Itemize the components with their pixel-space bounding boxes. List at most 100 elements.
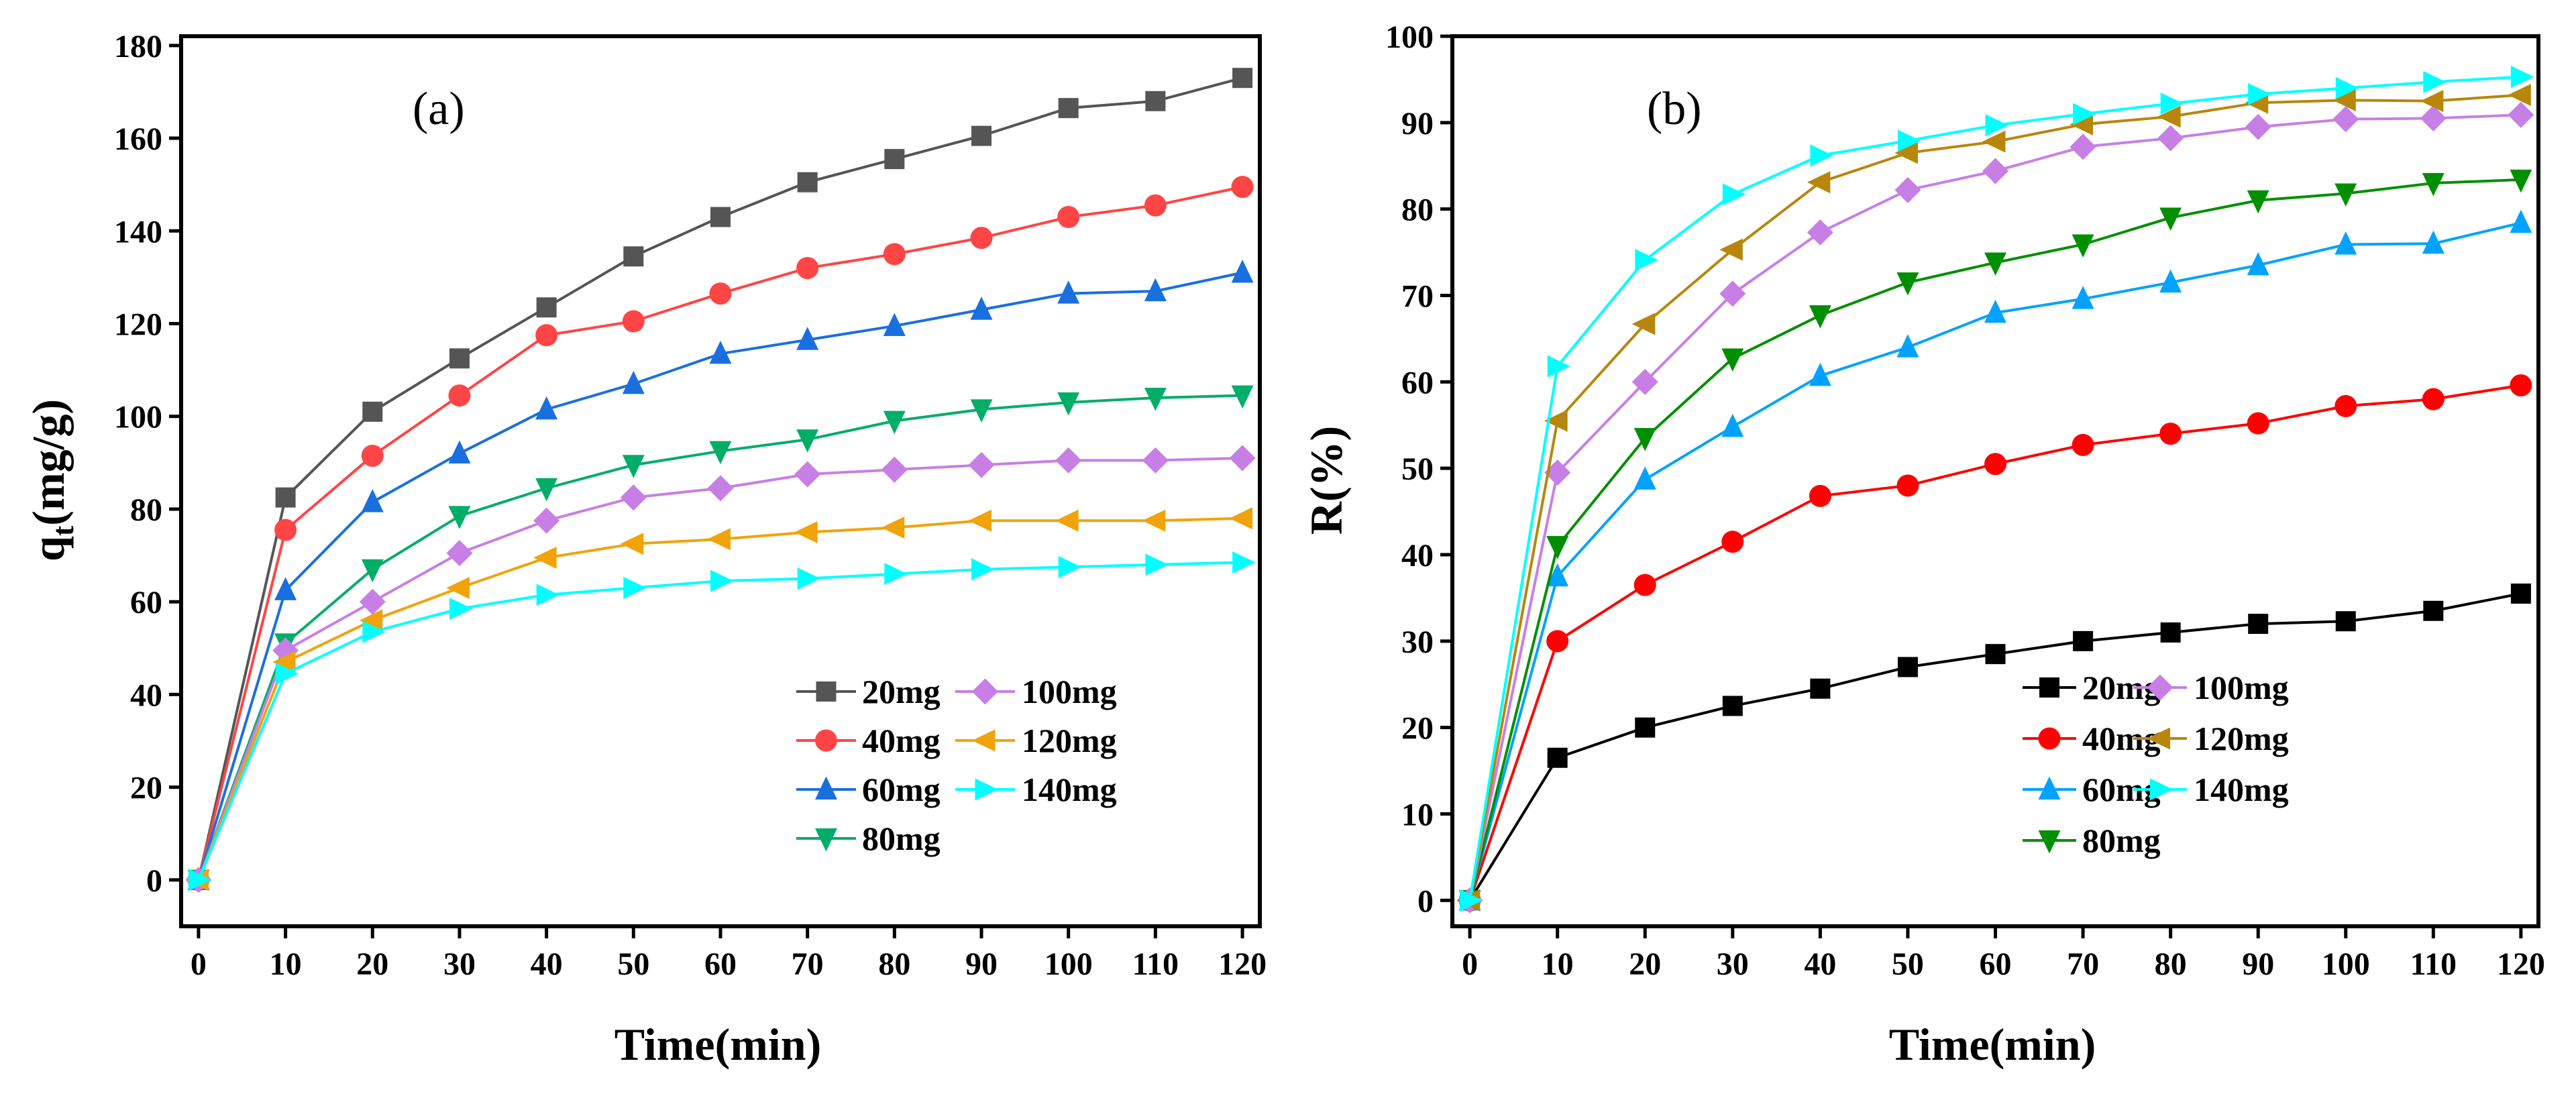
marker-diamond — [1719, 280, 1746, 307]
marker-triangle-right — [275, 662, 299, 685]
panel-b: (b) Time(min) R(%) 0 10 20 30 40 50 60 70 80 90 10… — [1301, 19, 2545, 1070]
marker-triangle-up — [815, 776, 837, 800]
marker-triangle-left — [794, 521, 818, 544]
marker-circle — [815, 729, 837, 752]
marker-circle — [1057, 206, 1080, 229]
marker-triangle-left — [2420, 90, 2444, 113]
marker-triangle-down — [2072, 234, 2094, 258]
marker-circle — [2422, 388, 2445, 410]
legend-label: 120mg — [2194, 720, 2289, 757]
marker-circle — [1809, 484, 1831, 507]
panel-title: (b) — [1647, 83, 1702, 135]
marker-triangle-down — [2159, 207, 2182, 231]
y-tick-label: 30 — [1401, 624, 1434, 660]
marker-square — [2248, 614, 2269, 635]
marker-square — [2335, 611, 2356, 632]
marker-diamond — [1544, 459, 1571, 486]
legend-label: 140mg — [1022, 771, 1117, 808]
y-tick-label: 60 — [130, 585, 162, 620]
marker-triangle-down — [1633, 428, 1656, 451]
x-tick-label: 100 — [1044, 946, 1093, 982]
y-tick-label: 50 — [1401, 451, 1434, 487]
x-tick-label: 90 — [2242, 946, 2274, 982]
marker-triangle-left — [446, 576, 470, 599]
marker-triangle-down — [970, 399, 993, 423]
y-tick-label: 100 — [1385, 19, 1434, 55]
marker-diamond — [533, 507, 560, 534]
marker-diamond — [707, 475, 734, 502]
marker-square — [2510, 583, 2531, 604]
marker-circle — [2072, 433, 2094, 456]
marker-circle — [796, 257, 819, 280]
marker-triangle-up — [970, 296, 993, 320]
marker-triangle-left — [2332, 89, 2356, 111]
marker-triangle-right — [1810, 144, 1833, 167]
series-120mg — [185, 507, 1253, 891]
legend-item: 80mg — [796, 820, 941, 857]
x-tick-label: 70 — [792, 946, 824, 982]
series-line — [1468, 75, 2522, 901]
x-tick-label: 70 — [2067, 946, 2099, 982]
series-line — [1468, 178, 2521, 901]
legend-label: 80mg — [2082, 822, 2161, 859]
marker-triangle-up — [796, 327, 819, 350]
y-tick-label: 90 — [1401, 106, 1434, 142]
marker-circle — [2334, 394, 2357, 417]
marker-triangle-up — [1057, 280, 1080, 304]
marker-square — [536, 297, 557, 318]
marker-circle — [2247, 412, 2269, 435]
legend-label: 120mg — [1022, 722, 1117, 759]
marker-triangle-up — [2159, 269, 2182, 293]
marker-square — [1635, 717, 1656, 738]
marker-square — [1232, 68, 1253, 89]
marker-triangle-up — [883, 313, 906, 336]
x-axis-label: Time(min) — [614, 1019, 822, 1070]
marker-triangle-down — [815, 828, 837, 852]
marker-diamond — [620, 484, 647, 511]
y-tick-label: 70 — [1401, 279, 1434, 315]
marker-circle — [1144, 194, 1167, 217]
marker-triangle-up — [361, 489, 384, 512]
x-axis-label: Time(min) — [1889, 1019, 2096, 1070]
marker-triangle-left — [533, 547, 557, 569]
marker-square — [1897, 657, 1918, 677]
x-tick-label: 110 — [2410, 946, 2457, 982]
marker-triangle-right — [536, 584, 560, 606]
marker-triangle-up — [2510, 209, 2532, 233]
marker-triangle-down — [1144, 388, 1167, 411]
marker-square — [710, 207, 731, 227]
marker-diamond — [968, 451, 995, 478]
marker-triangle-down — [2247, 190, 2269, 214]
x-tick-label: 50 — [617, 946, 649, 982]
series-100mg — [1456, 101, 2534, 914]
marker-triangle-up — [2038, 776, 2061, 800]
marker-circle — [1984, 453, 2006, 476]
legend-item: 20mg — [796, 673, 941, 710]
marker-triangle-up — [535, 396, 558, 420]
marker-circle — [622, 310, 645, 333]
x-tick-label: 20 — [1629, 946, 1661, 982]
marker-triangle-left — [968, 509, 992, 532]
marker-triangle-up — [709, 340, 732, 364]
marker-triangle-down — [448, 506, 471, 529]
marker-triangle-right — [2335, 76, 2359, 99]
marker-triangle-down — [883, 410, 906, 435]
marker-triangle-up — [2422, 230, 2445, 254]
legend-item: 40mg — [796, 722, 941, 759]
legend-item: 100mg — [955, 673, 1117, 710]
marker-triangle-right — [710, 569, 734, 592]
series-20mg — [1460, 583, 2531, 911]
marker-triangle-down — [2510, 169, 2532, 193]
y-axis-label: R(%) — [1301, 426, 1352, 535]
marker-triangle-right — [362, 620, 386, 643]
y-tick-label: 40 — [130, 677, 162, 713]
marker-triangle-down — [2334, 183, 2357, 207]
marker-triangle-down — [2422, 173, 2445, 197]
legend-label: 20mg — [862, 673, 941, 710]
x-tick-label: 20 — [356, 946, 388, 982]
marker-triangle-right — [1145, 553, 1169, 576]
y-axis-label: qt(mg/g) — [23, 399, 80, 561]
marker-triangle-up — [1721, 413, 1744, 437]
marker-diamond — [1055, 447, 1082, 474]
